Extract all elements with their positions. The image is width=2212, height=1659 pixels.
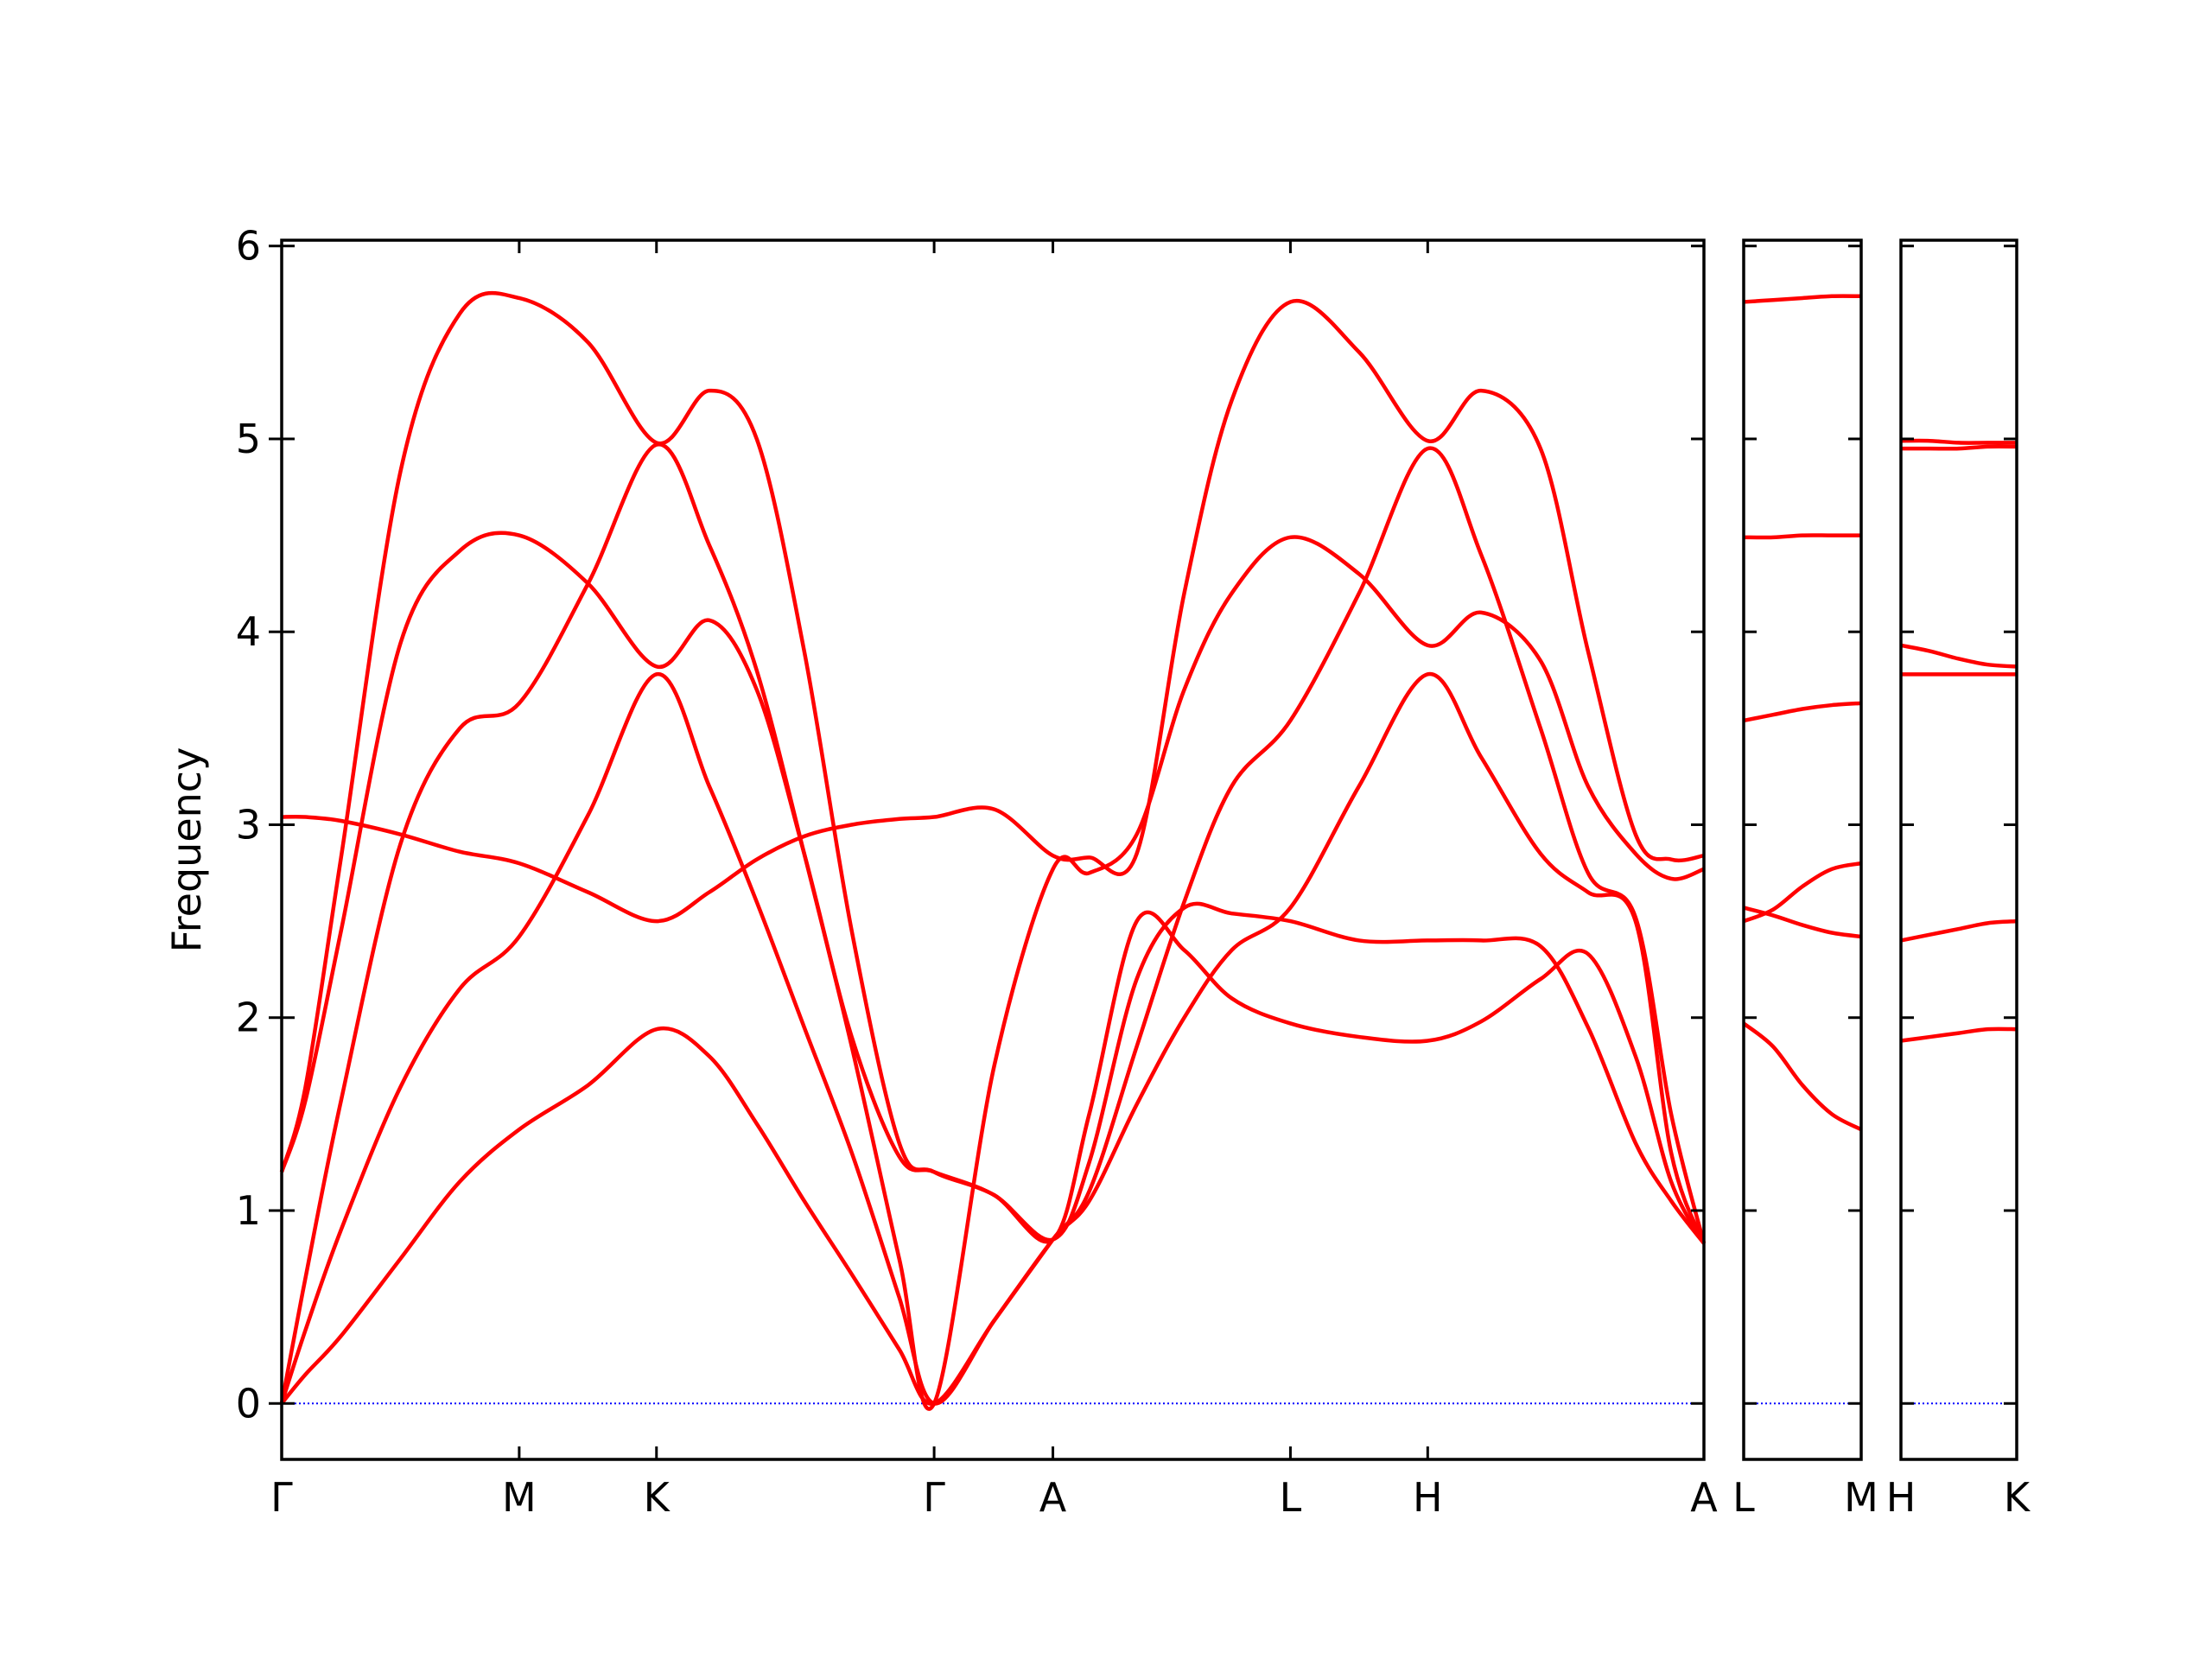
band-line: [1743, 906, 1862, 939]
plot-frame: [1742, 238, 1863, 1461]
x-tick-label: H: [1413, 1474, 1443, 1521]
band-line: [1743, 861, 1862, 924]
band-line: [1743, 533, 1861, 540]
band-line: [1900, 918, 2018, 943]
band-line: [1901, 444, 2018, 451]
band-line: [1743, 294, 1862, 304]
y-tick-label: 3: [236, 801, 261, 848]
band-line: [279, 442, 1705, 1411]
x-tick-label: A: [1690, 1474, 1718, 1521]
band-line: [280, 672, 1707, 1406]
band-line: [279, 446, 1707, 1406]
x-tick-label: L: [1280, 1474, 1302, 1521]
band-line: [1743, 701, 1862, 723]
x-tick-label: L: [1732, 1474, 1755, 1521]
y-tick-label: 4: [236, 608, 261, 655]
y-tick-label: 1: [236, 1187, 261, 1234]
x-tick-label: H: [1886, 1474, 1916, 1521]
plot-frame: [280, 238, 1706, 1461]
x-tick-label: Γ: [923, 1474, 945, 1521]
band-line: [1900, 1027, 2018, 1043]
x-tick-label: K: [2004, 1474, 2031, 1521]
band-line: [1900, 438, 2017, 445]
x-tick-label: A: [1039, 1474, 1067, 1521]
x-tick-label: Γ: [270, 1474, 293, 1521]
band-line: [1900, 643, 2018, 669]
plot-frame: [1899, 238, 2018, 1461]
y-axis-label: Frequency: [163, 747, 210, 953]
band-line: [281, 298, 1705, 924]
y-tick-label: 2: [236, 995, 261, 1041]
x-tick-label: K: [644, 1474, 671, 1521]
y-tick-label: 5: [236, 416, 261, 462]
y-tick-label: 0: [236, 1380, 261, 1427]
x-tick-label: M: [1844, 1474, 1878, 1521]
y-tick-label: 6: [236, 223, 261, 270]
band-line: [279, 531, 1706, 1245]
x-tick-label: M: [502, 1474, 537, 1521]
band-line: [1742, 1021, 1863, 1132]
band-line: [279, 290, 1706, 1245]
